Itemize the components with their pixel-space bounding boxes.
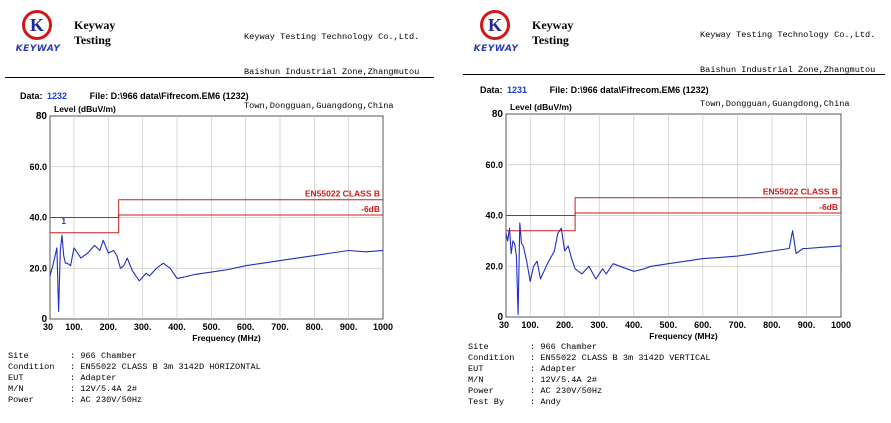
- margin-label: -6dB: [819, 202, 838, 212]
- report-panel-right: K KEYWAY Keyway Testing Keyway Testing T…: [458, 0, 891, 423]
- condition-row: EUT: Adapter: [468, 364, 577, 374]
- y-tick-label: 20.0: [29, 263, 47, 273]
- x-tick-label: 200.: [556, 320, 574, 330]
- x-tick-label: 100.: [521, 320, 539, 330]
- condition-row: Test By: Andy: [468, 397, 561, 407]
- x-tick-label: 800.: [763, 320, 781, 330]
- x-axis-label: Frequency (MHz): [192, 333, 261, 343]
- x-tick-label: 300.: [134, 322, 152, 332]
- y-tick-label: 80: [36, 111, 48, 122]
- condition-row: M/N: 12V/5.4A 2#: [468, 375, 598, 385]
- y-tick-label: 60.0: [485, 160, 503, 170]
- x-tick-label: 30: [43, 322, 53, 332]
- y-tick-label: 40.0: [485, 211, 503, 221]
- x-tick-label: 1000: [831, 320, 851, 330]
- peak-marker-label: 1: [62, 217, 67, 226]
- keyway-logo: K KEYWAY: [8, 10, 68, 54]
- x-tick-label: 900.: [340, 322, 358, 332]
- y-tick-label: 80: [492, 109, 504, 120]
- x-tick-label: 400.: [168, 322, 186, 332]
- data-number: 1232: [47, 91, 68, 101]
- x-tick-label: 500.: [660, 320, 678, 330]
- limit-label: EN55022 CLASS B: [305, 189, 380, 199]
- x-tick-label: 900.: [798, 320, 816, 330]
- y-tick-label: 60.0: [29, 162, 47, 172]
- keyway-logo: K KEYWAY: [466, 10, 526, 54]
- condition-row: Power: AC 230V/50Hz: [8, 395, 143, 405]
- condition-row: M/N: 12V/5.4A 2#: [8, 384, 138, 394]
- x-tick-label: 500.: [203, 322, 221, 332]
- x-tick-label: 700.: [271, 322, 289, 332]
- y-tick-label: 40.0: [29, 213, 47, 223]
- y-axis-label: Level (dBuV/m): [510, 102, 572, 112]
- data-number: 1231: [507, 85, 528, 95]
- x-tick-label: 600.: [237, 322, 255, 332]
- file-path: File: D:\966 data\Fifrecom.EM6 (1232): [89, 91, 249, 101]
- x-tick-label: 400.: [625, 320, 643, 330]
- x-tick-label: 30: [499, 320, 509, 330]
- condition-row: Condition: EN55022 CLASS B 3m 3142D VERT…: [468, 353, 711, 363]
- header-divider: [5, 77, 434, 78]
- limit-label: EN55022 CLASS B: [763, 187, 838, 197]
- x-tick-label: 300.: [590, 320, 608, 330]
- logo-wordmark: KEYWAY: [473, 44, 519, 54]
- test-conditions: Site: 966 Chamber Condition: EN55022 CLA…: [468, 342, 711, 408]
- margin-line: [50, 214, 383, 234]
- condition-row: Site: 966 Chamber: [8, 351, 138, 361]
- x-tick-label: 800.: [306, 322, 324, 332]
- limit-line: [50, 199, 383, 218]
- condition-row: Condition: EN55022 CLASS B 3m 3142D HORI…: [8, 362, 261, 372]
- logo-emblem: K: [480, 10, 510, 40]
- limit-line: [506, 197, 841, 216]
- y-tick-label: 20.0: [485, 261, 503, 271]
- condition-row: Power: AC 230V/50Hz: [468, 386, 603, 396]
- emission-chart-right: 0 20.0 40.0 60.0 80 30 100. 200. 300. 400. 500. 600…: [485, 102, 851, 341]
- series-line: [505, 222, 842, 316]
- header-divider: [463, 74, 885, 75]
- margin-line: [506, 212, 841, 232]
- logo-wordmark: KEYWAY: [15, 44, 61, 54]
- x-tick-label: 700.: [729, 320, 747, 330]
- brand-name: Keyway Testing: [74, 18, 116, 47]
- condition-row: EUT: Adapter: [8, 373, 117, 383]
- x-axis-label: Frequency (MHz): [649, 331, 718, 341]
- y-axis-label: Level (dBuV/m): [54, 104, 116, 114]
- condition-row: Site: 966 Chamber: [468, 342, 598, 352]
- x-tick-label: 200.: [100, 322, 118, 332]
- data-line: Data: 1231 File: D:\966 data\Fifrecom.EM…: [480, 85, 709, 95]
- series-line: [49, 234, 384, 312]
- file-path: File: D:\966 data\Fifrecom.EM6 (1232): [549, 85, 709, 95]
- logo-emblem: K: [22, 10, 52, 40]
- brand-name: Keyway Testing: [532, 18, 574, 47]
- y-tick-label: 0: [41, 314, 47, 325]
- margin-label: -6dB: [361, 204, 380, 214]
- data-line: Data: 1232 File: D:\966 data\Fifrecom.EM…: [20, 91, 249, 101]
- report-panel-left: K KEYWAY Keyway Testing Keyway Testing T…: [0, 0, 440, 423]
- y-tick-label: 0: [497, 312, 503, 323]
- x-tick-label: 600.: [694, 320, 712, 330]
- x-tick-label: 100.: [65, 322, 83, 332]
- test-conditions: Site: 966 Chamber Condition: EN55022 CLA…: [8, 351, 261, 406]
- x-tick-label: 1000: [373, 322, 393, 332]
- emission-chart-left: 0 20.0 40.0 60.0 80 30 100. 200. 300. 400. 500. 600…: [29, 104, 393, 343]
